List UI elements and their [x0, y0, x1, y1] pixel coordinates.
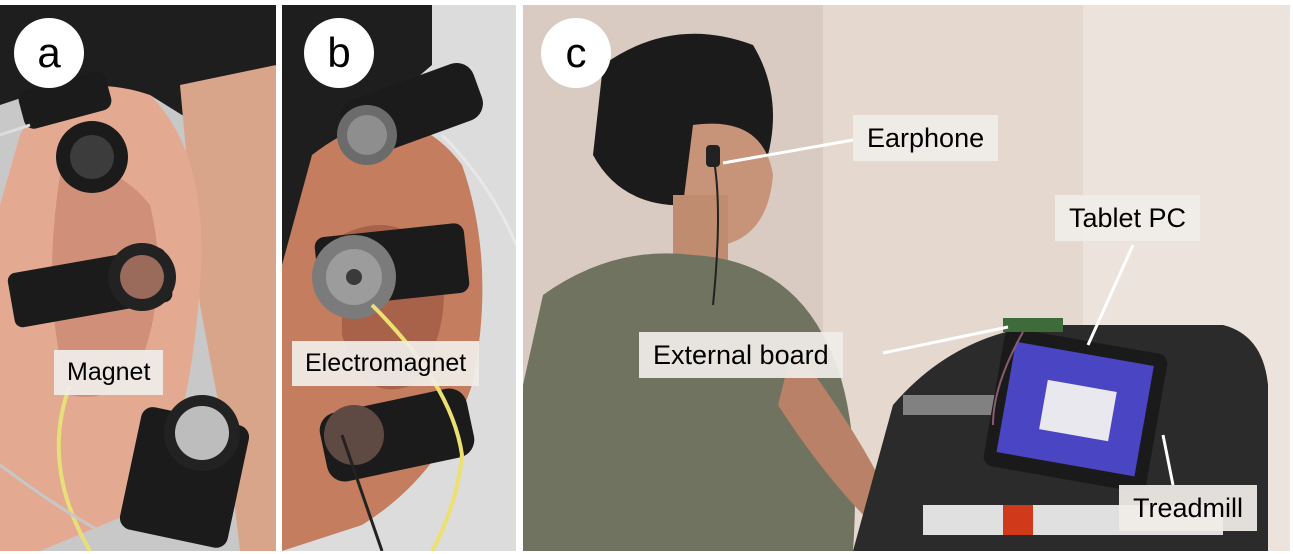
external-board-label: External board: [639, 332, 843, 378]
panel-c-treadmill-photo: c Earphone Tablet PC External board Trea…: [523, 5, 1290, 551]
ear-magnet-illustration: [0, 5, 276, 551]
tablet-pc-label: Tablet PC: [1055, 195, 1201, 241]
treadmill-scene-illustration: [523, 5, 1290, 551]
electromagnet-label: Electromagnet: [292, 341, 480, 386]
earphone-label: Earphone: [853, 115, 999, 161]
treadmill-label: Treadmill: [1119, 485, 1258, 531]
panel-b-electromagnet-photo: b Electromagnet: [282, 5, 516, 551]
panel-c-letter: c: [541, 18, 611, 88]
panel-a-magnet-photo: a Magnet: [0, 5, 276, 551]
panel-b-letter: b: [304, 18, 374, 88]
magnet-label: Magnet: [54, 350, 164, 395]
ear-electromagnet-illustration: [282, 5, 516, 551]
panel-a-letter: a: [14, 18, 84, 88]
